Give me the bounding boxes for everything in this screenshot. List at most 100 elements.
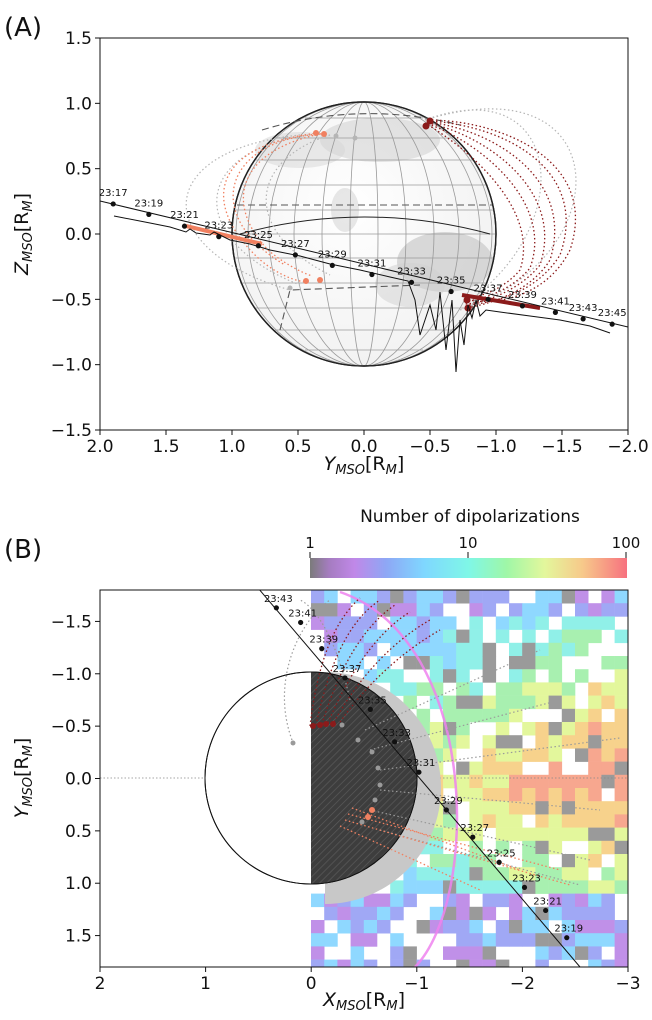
heatmap-cell (548, 774, 563, 789)
trajectory-a-time-label: 23:23 (204, 221, 233, 232)
heatmap-cell (443, 616, 457, 630)
trajectory-b-point (470, 834, 476, 840)
heatmap-cell (601, 590, 615, 604)
planet-disk (204, 671, 441, 904)
trajectory-a-time-label: 23:33 (397, 266, 426, 277)
heatmap-cell (456, 761, 470, 776)
heatmap-cell (482, 788, 497, 802)
heatmap-cell (456, 774, 470, 789)
heatmap-cell (377, 920, 391, 934)
heatmap-cell (443, 656, 457, 670)
heatmap-cell (522, 695, 536, 710)
heatmap-cell (601, 735, 615, 749)
heatmap-cell (509, 616, 523, 630)
heatmap-cell (614, 959, 628, 967)
heatmap-cell (548, 801, 563, 815)
trajectory-a-time-label: 23:29 (318, 249, 347, 260)
heatmap-cell (456, 708, 470, 723)
trajectory-b-time-label: 23:33 (382, 728, 411, 739)
heatmap-cell (601, 603, 615, 617)
heatmap-cell (416, 642, 431, 657)
heatmap-cell (403, 880, 417, 894)
heatmap-cell (588, 801, 602, 815)
panel-a-xtick-label: 1.0 (218, 437, 245, 457)
heatmap-cell (575, 629, 589, 644)
heatmap-cell (311, 959, 325, 967)
heatmap-cell (535, 603, 549, 617)
heatmap-cell (509, 761, 523, 776)
heatmap-cell (416, 880, 431, 894)
heatmap-cell (575, 946, 589, 960)
heatmap-cell (456, 735, 470, 749)
heatmap-cell (390, 959, 404, 967)
heatmap-cell (509, 642, 523, 657)
heatmap-cell (601, 761, 615, 776)
heatmap-cell (416, 629, 431, 644)
heatmap-cell (522, 801, 536, 815)
heatmap-cell (429, 590, 444, 604)
heatmap-cell (561, 642, 576, 657)
heatmap-cell (522, 722, 536, 736)
heatmap-cell (548, 656, 563, 670)
heatmap-cell (456, 722, 470, 736)
trajectory-a-time-label: 23:41 (541, 296, 570, 307)
heatmap-cell (495, 867, 510, 881)
heatmap-cell (535, 880, 549, 894)
heatmap-cell (416, 603, 431, 617)
colorbar-tick-1: 1 (305, 534, 315, 552)
field-trace (113, 215, 611, 373)
heatmap-cell (548, 840, 563, 855)
heatmap-cell (522, 933, 536, 947)
heatmap-cell (575, 867, 589, 881)
heatmap-cell (614, 827, 628, 842)
heatmap-cell (535, 748, 549, 762)
panel-a-xtick-label: −2.0 (607, 437, 648, 457)
heatmap-cell (548, 603, 563, 617)
trajectory-b-point (273, 605, 279, 611)
heatmap-cell (561, 933, 576, 947)
heatmap-cell (482, 814, 497, 828)
panel-a-ytick-label: −1.5 (51, 421, 92, 441)
heatmap-cell (548, 867, 563, 881)
panel-b-ytick-label: 0.5 (65, 822, 92, 842)
heatmap-cell (575, 748, 589, 762)
heatmap-cell (456, 695, 470, 710)
heatmap-cell (575, 920, 589, 934)
heatmap-cell (575, 708, 589, 723)
heatmap-cell (548, 682, 563, 696)
heatmap-cell (495, 880, 510, 894)
heatmap-cell (535, 682, 549, 696)
heatmap-cell (575, 603, 589, 617)
panel-a-xtick-label: 0.0 (350, 437, 377, 457)
heatmap-cell (337, 603, 351, 617)
heatmap-cell (429, 656, 444, 670)
heatmap-cell (337, 906, 351, 921)
heatmap-cell (469, 603, 483, 617)
heatmap-cell (522, 603, 536, 617)
panel-a-xlabel: YMSO[RM] (324, 453, 405, 478)
heatmap-cell (456, 867, 470, 881)
panel-a-ytick-label: 0.0 (65, 225, 92, 245)
trajectory-b-time-label: 23:39 (309, 635, 338, 646)
heatmap-cell (469, 814, 483, 828)
heatmap-cell (561, 854, 576, 868)
heatmap-cell (416, 920, 431, 934)
trajectory-a-time-label: 23:39 (508, 290, 537, 301)
heatmap-cell (482, 801, 497, 815)
heatmap-cell (350, 642, 365, 657)
heatmap-cell (443, 814, 457, 828)
heatmap-cell (561, 629, 576, 644)
heatmap-cell (588, 682, 602, 696)
colorbar-tick-100: 100 (612, 534, 641, 552)
heatmap-cell (548, 788, 563, 802)
heatmap-cell (443, 920, 457, 934)
heatmap-cell (601, 920, 615, 934)
heatmap-cell (588, 920, 602, 934)
heatmap-cell (588, 695, 602, 710)
trajectory-b-time-label: 23:23 (512, 873, 541, 884)
heatmap-cell (443, 642, 457, 657)
heatmap-cell (588, 722, 602, 736)
heatmap-cell (561, 801, 576, 815)
heatmap-cell (601, 695, 615, 710)
heatmap-cell (469, 801, 483, 815)
